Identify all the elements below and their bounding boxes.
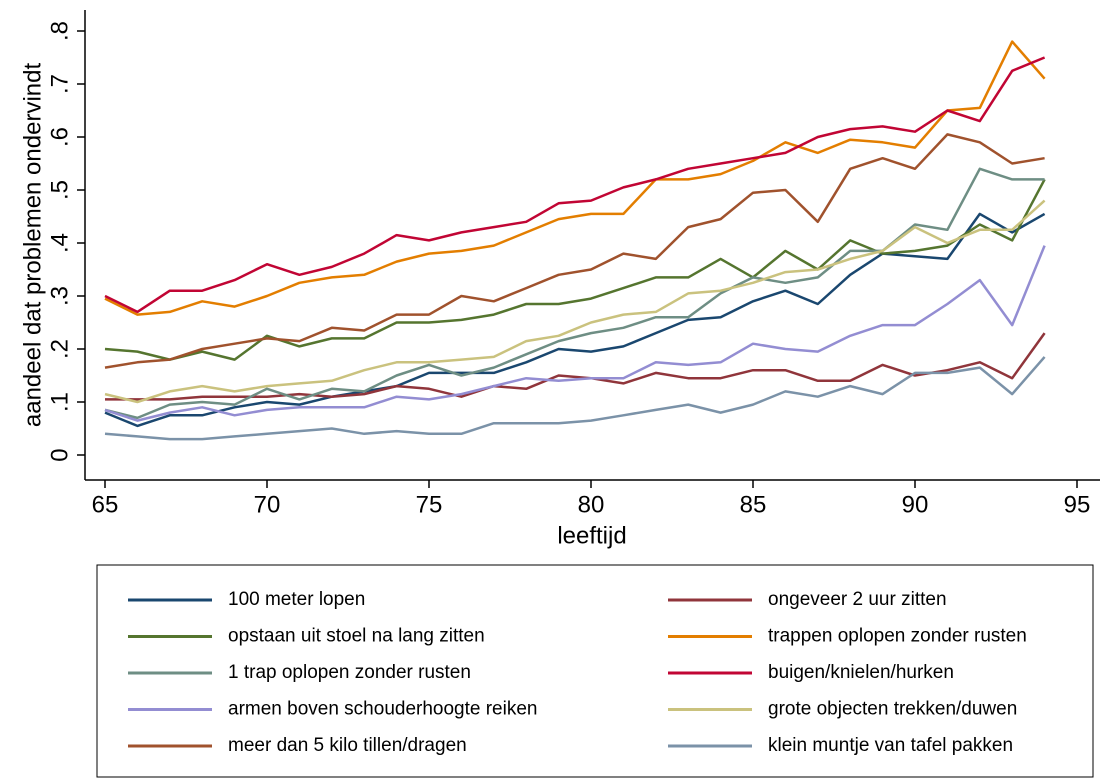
legend-label: klein muntje van tafel pakken — [768, 735, 1013, 756]
y-tick-label: .4 — [46, 233, 73, 253]
series-line — [105, 332, 1046, 401]
legend-label: buigen/knielen/hurken — [768, 662, 954, 683]
y-axis-label: aandeel dat problemen ondervindt — [19, 63, 46, 428]
series-line — [104, 356, 1046, 441]
x-tick-label: 70 — [254, 491, 281, 518]
x-axis-label: leeftijd — [557, 522, 626, 549]
series-line — [104, 245, 1046, 422]
series-line — [104, 199, 1046, 404]
x-tick-label: 90 — [902, 491, 929, 518]
y-tick-label: .3 — [46, 286, 73, 306]
y-tick-label: 0 — [46, 448, 73, 461]
legend-label: ongeveer 2 uur zitten — [768, 589, 947, 610]
y-tick-label: .1 — [46, 392, 73, 412]
legend-label: trappen oplopen zonder rusten — [768, 626, 1027, 647]
legend-label: 100 meter lopen — [228, 589, 365, 610]
series-line — [104, 40, 1046, 316]
x-tick-label: 80 — [578, 491, 605, 518]
x-tick-label: 95 — [1064, 491, 1091, 518]
y-tick-label: .8 — [46, 21, 73, 41]
legend-label: armen boven schouderhoogte reiken — [228, 699, 537, 720]
y-tick-label: .6 — [46, 127, 73, 147]
legend-label: grote objecten trekken/duwen — [768, 699, 1017, 720]
series-line — [104, 133, 1045, 369]
x-tick-label: 65 — [92, 491, 119, 518]
series-line — [104, 56, 1046, 314]
y-tick-label: .2 — [46, 339, 73, 359]
x-tick-label: 85 — [740, 491, 767, 518]
y-tick-label: .5 — [46, 180, 73, 200]
y-tick-label: .7 — [46, 74, 73, 94]
legend-label: meer dan 5 kilo tillen/dragen — [228, 735, 467, 756]
legend-label: 1 trap oplopen zonder rusten — [228, 662, 471, 683]
x-tick-label: 75 — [416, 491, 443, 518]
legend-box — [96, 564, 1094, 778]
legend-label: opstaan uit stoel na lang zitten — [228, 626, 485, 647]
